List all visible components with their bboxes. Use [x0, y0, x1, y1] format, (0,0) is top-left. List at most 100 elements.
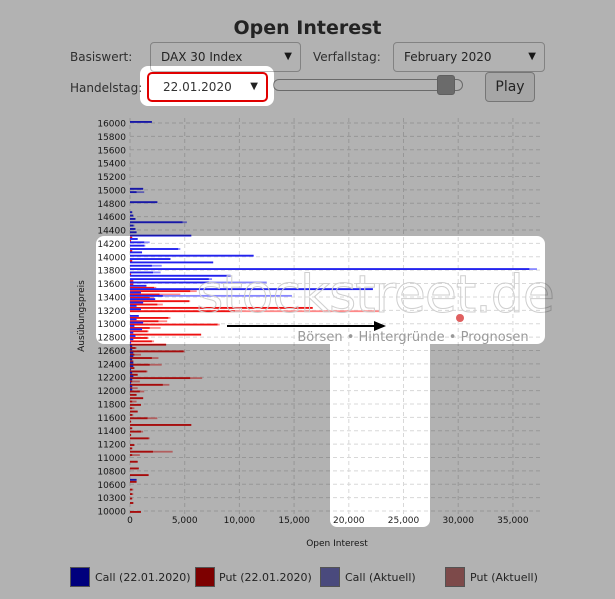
bar-put — [130, 511, 141, 513]
bar-put — [130, 410, 138, 413]
y-tick-label: 14800 — [97, 200, 126, 210]
date-slider[interactable] — [273, 79, 463, 91]
bar-put — [130, 444, 135, 446]
bar-call — [130, 348, 133, 351]
x-tick-label: 5,000 — [172, 516, 198, 526]
bar-call — [130, 224, 134, 227]
basiswert-select[interactable]: DAX 30 Index ▼ — [150, 42, 301, 72]
bar-call — [130, 375, 134, 378]
x-tick-label: 15,000 — [278, 516, 310, 526]
bar-put — [130, 340, 152, 343]
bar-put — [130, 260, 133, 262]
y-tick-label: 12400 — [97, 360, 126, 370]
bar-put — [130, 480, 137, 483]
bar-put — [130, 360, 134, 363]
bar-put — [130, 337, 148, 339]
date-slider-handle[interactable] — [437, 75, 455, 95]
y-tick-label: 13600 — [97, 280, 126, 290]
bars — [130, 121, 537, 513]
grid — [129, 118, 540, 515]
bar-call — [130, 278, 209, 281]
bar-call — [130, 264, 152, 267]
bar-call — [130, 281, 209, 284]
bar-put — [130, 497, 133, 500]
x-axis-ticks: 0 5,000 10,000 15,000 20,000 25,000 30,000 35,0… — [127, 516, 529, 526]
handelstag-select[interactable]: 22.01.2020 ▼ — [147, 72, 268, 102]
y-tick-label: 10000 — [97, 508, 126, 518]
bar-call — [130, 221, 183, 224]
bar-put — [130, 387, 133, 390]
bar-call — [130, 325, 135, 327]
bar-call — [130, 308, 141, 311]
bar-put — [130, 390, 140, 393]
y-tick-label: 15000 — [97, 186, 126, 196]
bar-call — [130, 274, 231, 277]
bar-put — [130, 370, 147, 373]
bar-put — [130, 290, 191, 293]
basiswert-value: DAX 30 Index — [161, 50, 243, 64]
bar-call — [130, 258, 171, 260]
bar-call — [130, 378, 133, 381]
y-tick-label: 10800 — [97, 467, 126, 477]
bar-put — [130, 363, 150, 366]
y-axis-ticks: 16000 15800 15600 15400 15200 15000 14800 14600… — [97, 120, 126, 518]
y-tick-label: 12800 — [97, 334, 126, 344]
bar-put — [130, 330, 148, 333]
y-tick-label: 11400 — [97, 427, 126, 437]
bar-call — [130, 218, 136, 220]
bar-call — [130, 288, 373, 291]
y-tick-label: 14000 — [97, 253, 126, 263]
bar-call — [130, 291, 141, 294]
bar-call — [130, 234, 192, 237]
watermark-tagline: Börsen • Hintergründe • Prognosen — [297, 330, 528, 345]
basiswert-label: Basiswert: — [70, 50, 133, 64]
watermark-logo: stockstreet.de Börsen • Hintergründe • P… — [196, 265, 556, 346]
bar-call — [130, 191, 137, 194]
bar-put — [130, 373, 138, 376]
bar-put — [130, 286, 155, 289]
watermark-dot — [456, 314, 464, 322]
bar-put-aktuell — [130, 454, 140, 456]
bar-put — [130, 367, 135, 369]
bar-put — [130, 427, 133, 430]
play-button[interactable]: Play — [485, 72, 535, 102]
bar-put — [130, 407, 133, 410]
x-tick-label: 20,000 — [333, 516, 365, 526]
bar-call — [130, 251, 143, 254]
chevron-down-icon: ▼ — [528, 51, 536, 62]
y-tick-label: 13400 — [97, 293, 126, 303]
y-tick-label: 13200 — [97, 307, 126, 317]
bar-put — [130, 350, 184, 353]
x-tick-label: 0 — [127, 516, 133, 526]
y-tick-label: 15400 — [97, 160, 126, 170]
bar-call — [130, 351, 134, 354]
bar-put — [130, 424, 192, 426]
bar-put — [130, 447, 133, 450]
x-tick-label: 10,000 — [224, 516, 256, 526]
bar-call — [130, 241, 145, 244]
bar-put — [130, 383, 163, 386]
bar-call — [130, 294, 163, 297]
legend-call[interactable]: Call (22.01.2020) — [95, 571, 191, 584]
watermark-logo-text: stockstreet.de — [196, 265, 554, 325]
bar-put — [130, 327, 150, 329]
bar-call — [130, 304, 137, 307]
bar-put — [130, 323, 218, 326]
legend-call-aktuell[interactable]: Call (Aktuell) — [345, 571, 416, 584]
bar-call — [130, 238, 138, 240]
legend-put[interactable]: Put (22.01.2020) — [219, 571, 312, 584]
bar-put-aktuell — [130, 387, 138, 390]
y-tick-label: 11600 — [97, 414, 126, 424]
bar-call — [130, 358, 133, 361]
bar-call — [130, 121, 152, 123]
bar-call — [130, 261, 214, 264]
legend-put-aktuell[interactable]: Put (Aktuell) — [470, 571, 538, 584]
verfallstag-select[interactable]: February 2020 ▼ — [393, 42, 545, 72]
y-tick-label: 14200 — [97, 240, 126, 250]
y-tick-label: 15200 — [97, 173, 126, 183]
bar-put — [130, 306, 313, 309]
bar-put — [130, 283, 134, 286]
bar-call — [130, 385, 133, 388]
legend-swatch-call — [70, 567, 90, 587]
